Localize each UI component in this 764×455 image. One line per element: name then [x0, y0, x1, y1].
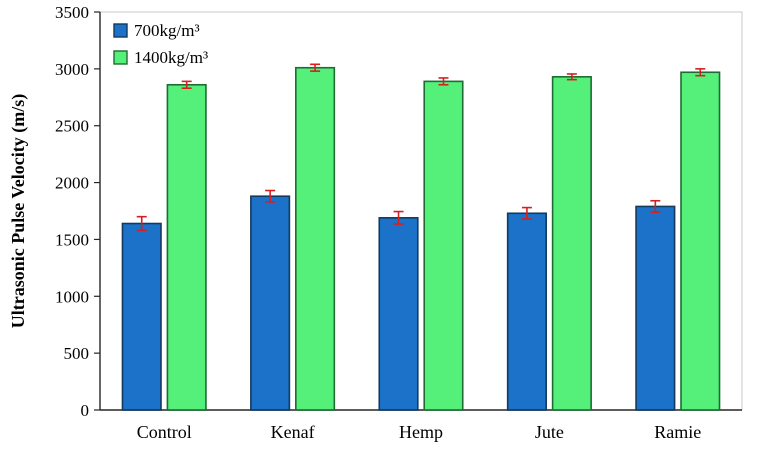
y-tick-label: 3000	[55, 60, 89, 79]
legend-item: 1400kg/m³	[113, 48, 208, 67]
y-tick-label: 0	[81, 401, 90, 420]
y-tick-label: 2500	[55, 117, 89, 136]
bar	[250, 195, 291, 411]
bar	[378, 217, 419, 411]
bar	[506, 212, 547, 411]
legend-label: 1400kg/m³	[134, 48, 208, 67]
legend-label: 700kg/m³	[134, 21, 200, 40]
bar	[295, 66, 336, 411]
bar	[121, 222, 162, 411]
y-axis-label: Ultrasonic Pulse Velocity (m/s)	[8, 94, 29, 328]
bar	[551, 76, 592, 411]
bar	[635, 205, 676, 411]
y-tick-label: 2000	[55, 174, 89, 193]
x-category-label: Kenaf	[271, 422, 315, 442]
legend-swatch	[113, 23, 128, 38]
x-category-label: Hemp	[399, 422, 443, 442]
bar	[423, 80, 464, 411]
y-tick-label: 500	[64, 344, 90, 363]
bar	[680, 71, 721, 411]
legend-swatch	[113, 50, 128, 65]
bar	[166, 83, 207, 411]
y-tick-label: 3500	[55, 3, 89, 22]
x-category-label: Control	[137, 422, 192, 442]
x-category-label: Ramie	[654, 422, 701, 442]
y-tick-label: 1000	[55, 287, 89, 306]
legend-item: 700kg/m³	[113, 21, 200, 40]
y-tick-label: 1500	[55, 230, 89, 249]
x-category-label: Jute	[535, 422, 564, 442]
